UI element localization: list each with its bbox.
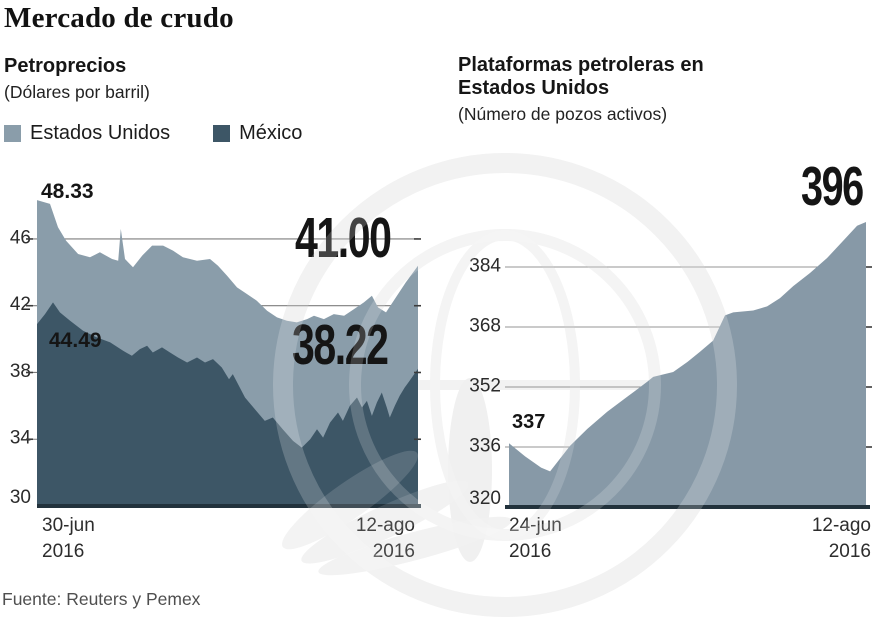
annotation-rigs-start: 337	[512, 411, 546, 433]
svg-text:38: 38	[10, 361, 31, 382]
svg-text:30: 30	[10, 487, 31, 508]
annotation-rigs-latest: 396	[801, 155, 864, 217]
plataformas-header: Plataformas petroleras en Estados Unidos…	[458, 54, 743, 124]
legend-item-mx: México	[213, 122, 302, 145]
annotation-mx-start: 44.49	[49, 329, 102, 352]
right-xaxis-end-label: 12-ago 2016	[811, 515, 871, 562]
legend-item-us: Estados Unidos	[4, 122, 170, 145]
petroprecios-chart: 46 42 38 34 30	[10, 200, 421, 508]
plataformas-chart: 384 368 352 336 320	[469, 222, 872, 509]
annotation-mx-latest: 38.22	[292, 313, 389, 377]
legend-swatch-us	[4, 125, 21, 142]
petroprecios-title: Petroprecios	[4, 55, 127, 77]
legend-label-us: Estados Unidos	[30, 122, 171, 144]
legend: Estados Unidos México	[4, 122, 302, 145]
svg-text:34: 34	[10, 428, 32, 449]
petroprecios-header: Petroprecios (Dólares por barril) Estado…	[4, 55, 302, 145]
left-xaxis-end-label: 12-ago 2016	[355, 515, 415, 562]
page-title: Mercado de crudo	[4, 2, 234, 34]
annotation-us-latest: 41.00	[295, 206, 392, 270]
source-credit: Fuente: Reuters y Pemex	[2, 589, 201, 609]
plataformas-unit-label: (Número de pozos activos)	[458, 104, 668, 124]
svg-text:336: 336	[469, 436, 501, 457]
svg-text:352: 352	[469, 376, 501, 397]
svg-text:320: 320	[469, 488, 501, 509]
annotation-us-start: 48.33	[41, 180, 94, 203]
petroprecios-unit-label: (Dólares por barril)	[4, 82, 150, 102]
legend-swatch-mx	[213, 125, 231, 142]
plataformas-title: Plataformas petroleras en Estados Unidos	[458, 54, 704, 99]
svg-text:42: 42	[10, 294, 31, 315]
left-xaxis-start-label: 30-jun 2016	[42, 515, 95, 562]
svg-text:384: 384	[469, 256, 501, 277]
svg-text:368: 368	[469, 316, 501, 337]
legend-label-mx: México	[239, 122, 303, 144]
right-xaxis-start-label: 24-jun 2016	[509, 515, 562, 562]
svg-text:46: 46	[10, 227, 31, 248]
